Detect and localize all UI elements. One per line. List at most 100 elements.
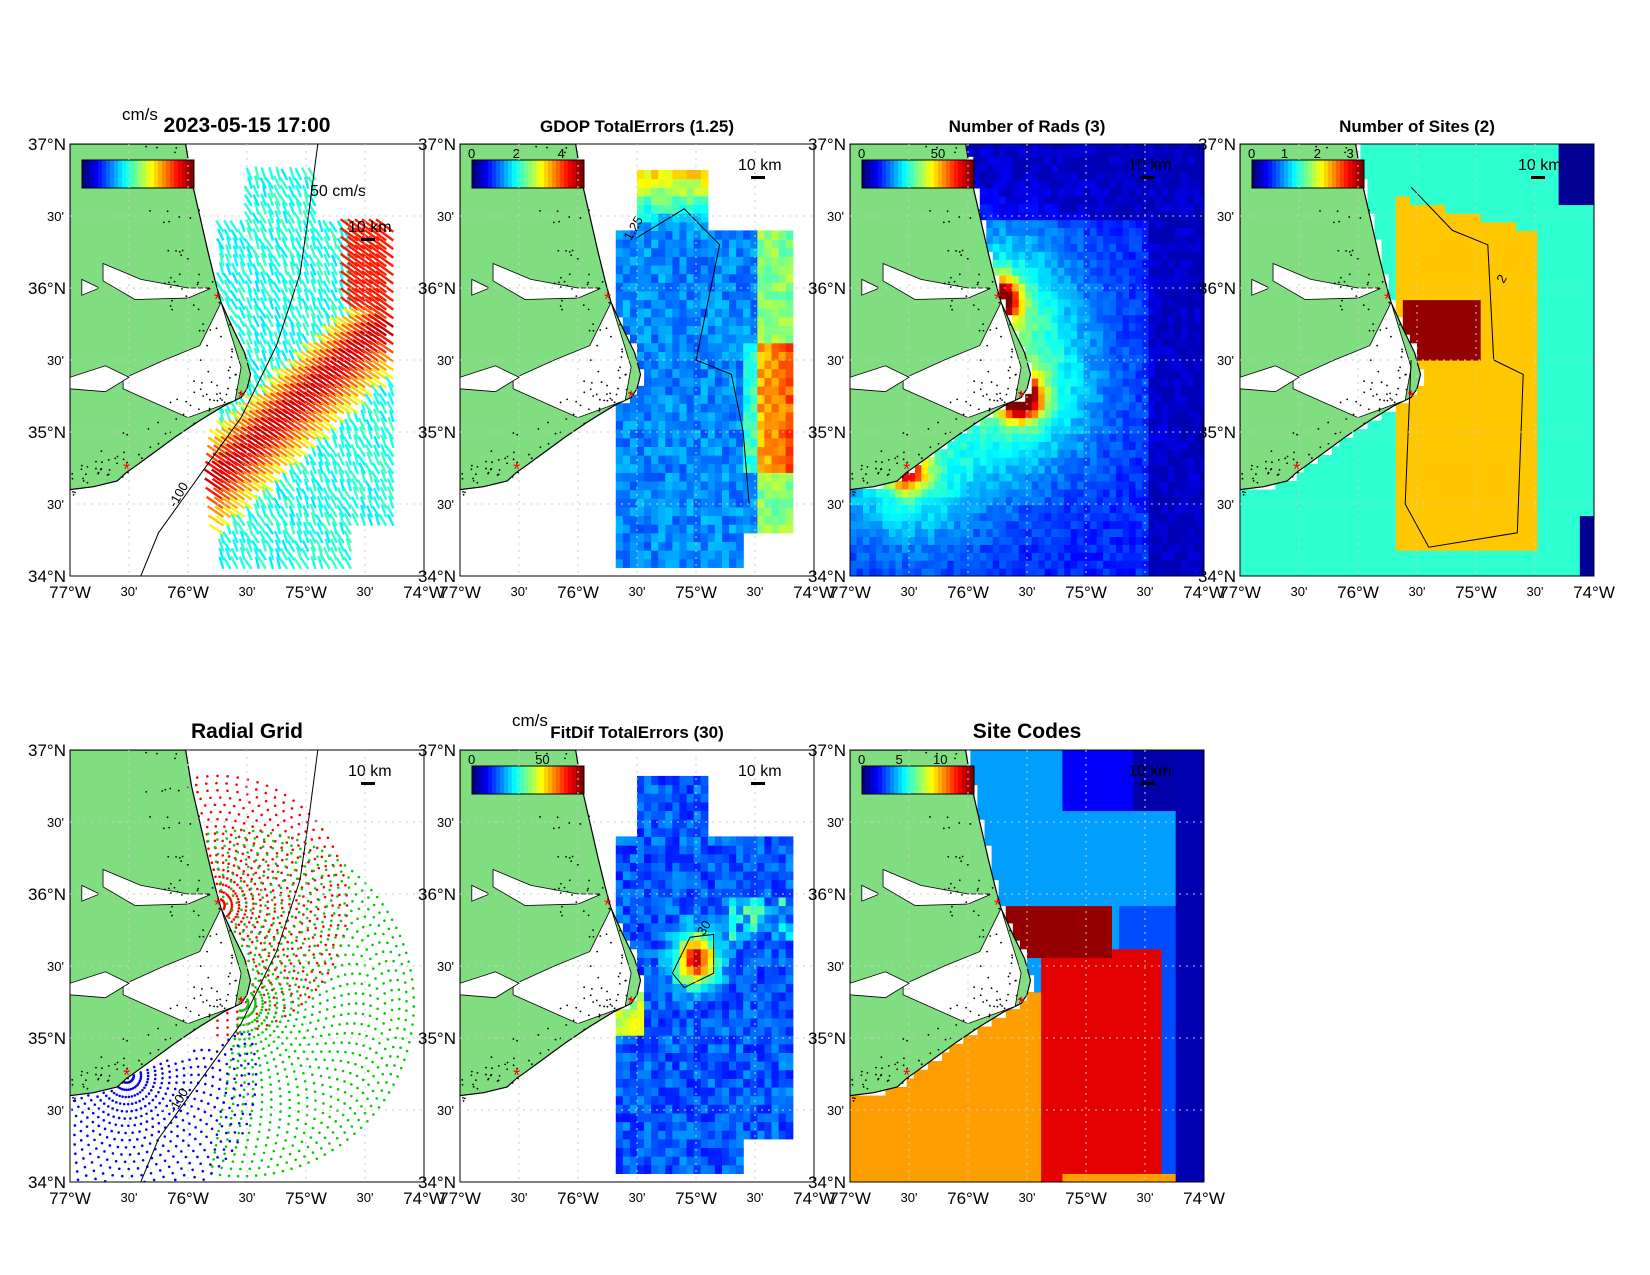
- grid-cell: [1200, 512, 1204, 522]
- velocity-vector: [384, 444, 395, 458]
- grid-cell: [921, 528, 929, 537]
- grid-cell: [908, 520, 916, 530]
- grid-cell: [1090, 235, 1098, 244]
- velocity-vector: [380, 417, 388, 431]
- grid-cell: [1025, 267, 1033, 276]
- grid-cell: [1051, 433, 1059, 442]
- grid-cell: [785, 316, 794, 327]
- grid-cell: [1187, 528, 1195, 537]
- grid-cell: [1070, 354, 1078, 363]
- grid-cell: [1129, 259, 1137, 268]
- grid-cell: [1077, 370, 1085, 379]
- grid-cell: [921, 480, 929, 490]
- grid-cell: [1155, 457, 1163, 466]
- grid-cell: [629, 429, 638, 439]
- grid-cell: [1090, 187, 1098, 197]
- grid-cell: [973, 172, 981, 181]
- grid-cell: [644, 325, 652, 335]
- grid-cell: [1187, 338, 1195, 347]
- marsh-dot: [963, 141, 965, 143]
- grid-cell: [729, 498, 737, 508]
- grid-cell: [785, 524, 794, 534]
- grid-cell: [771, 385, 780, 396]
- grid-cell: [714, 411, 723, 422]
- grid-cell: [651, 264, 659, 275]
- velocity-vector: [290, 408, 310, 423]
- grid-cell: [992, 259, 1000, 268]
- velocity-vector: [347, 244, 366, 259]
- grid-cell: [908, 496, 916, 506]
- grid-cell: [1161, 480, 1169, 490]
- grid-cell: [686, 472, 695, 482]
- grid-cell: [1135, 346, 1143, 355]
- velocity-vector: [279, 323, 289, 337]
- grid-cell: [921, 465, 929, 474]
- grid-cell: [729, 282, 737, 292]
- grid-cell: [1360, 455, 1369, 465]
- grid-cell: [644, 506, 652, 517]
- grid-cell: [1187, 480, 1195, 490]
- lon-minor-tick-label: 30': [747, 584, 764, 599]
- grid-cell: [686, 213, 695, 223]
- grid-cell: [1129, 354, 1137, 363]
- grid-cell: [1200, 338, 1204, 347]
- marsh-dot: [948, 281, 950, 284]
- grid-cell: [707, 230, 716, 240]
- grid-cell: [1038, 473, 1046, 482]
- grid-cell: [1005, 441, 1013, 450]
- grid-cell: [966, 449, 974, 458]
- grid-cell: [693, 498, 702, 508]
- grid-cell: [686, 420, 695, 430]
- grid-cell: [953, 520, 961, 530]
- grid-cell: [1083, 378, 1091, 387]
- marsh-dot: [949, 305, 952, 307]
- grid-cell: [1200, 401, 1204, 411]
- grid-cell: [1038, 211, 1046, 221]
- grid-cell: [729, 290, 737, 301]
- grid-cell: [979, 203, 987, 213]
- grid-cell: [686, 204, 695, 214]
- grid-cell: [743, 325, 751, 335]
- grid-cell: [707, 247, 716, 257]
- grid-cell: [1090, 536, 1098, 545]
- grid-cell: [1057, 282, 1065, 292]
- grid-cell: [1077, 275, 1085, 284]
- grid-cell: [1353, 567, 1361, 576]
- grid-cell: [1057, 290, 1065, 300]
- velocity-vector: [303, 478, 310, 492]
- radar-site-marker: *: [1018, 387, 1025, 407]
- grid-cell: [1187, 362, 1195, 371]
- grid-cell: [1116, 219, 1124, 229]
- velocity-vector: [314, 323, 324, 337]
- grid-cell: [1083, 457, 1091, 466]
- grid-cell: [973, 156, 981, 165]
- velocity-vector: [208, 523, 225, 536]
- grid-cell: [1180, 544, 1189, 553]
- marsh-dot: [223, 401, 226, 404]
- marsh-dot: [880, 467, 883, 470]
- grid-cell: [1155, 156, 1163, 165]
- grid-cell: [1142, 417, 1150, 427]
- grid-cell: [771, 360, 780, 370]
- lat-tick-label: 36°N: [28, 279, 66, 298]
- velocity-vector: [245, 547, 253, 561]
- grid-cell: [1025, 449, 1033, 458]
- grid-cell: [1083, 409, 1091, 419]
- velocity-vector: [279, 246, 289, 259]
- grid-cell: [1051, 385, 1059, 395]
- grid-cell: [914, 544, 922, 553]
- grid-cell: [637, 498, 645, 508]
- grid-cell: [1005, 156, 1013, 165]
- velocity-vector: [308, 538, 317, 553]
- grid-cell: [622, 299, 631, 309]
- grid-cell: [973, 465, 981, 474]
- grid-cell: [1193, 552, 1202, 561]
- grid-cell: [1346, 532, 1354, 543]
- grid-cell: [785, 239, 794, 249]
- grid-cell: [1031, 164, 1039, 173]
- grid-cell: [764, 334, 773, 344]
- grid-cell: [1038, 290, 1046, 300]
- marsh-dot: [958, 273, 961, 276]
- marsh-dot: [171, 308, 173, 311]
- grid-cell: [1051, 314, 1059, 324]
